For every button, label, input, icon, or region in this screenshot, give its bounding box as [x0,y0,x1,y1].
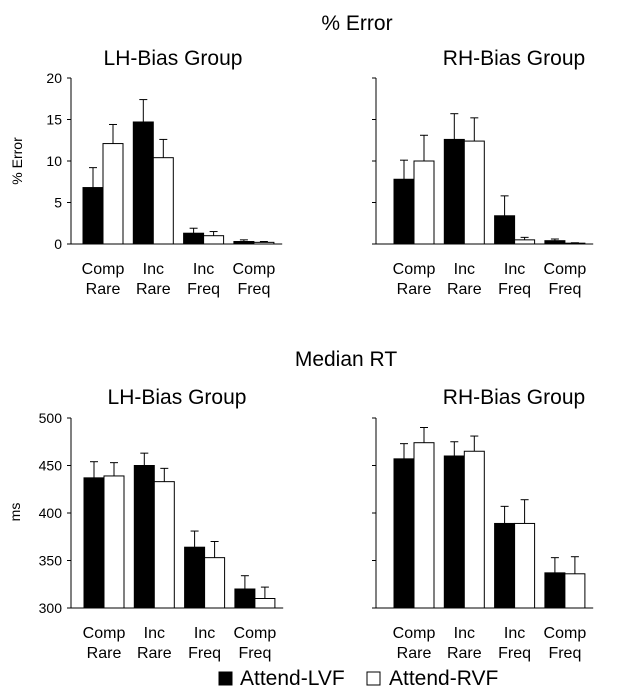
panel-title: RH-Bias Group [443,386,585,409]
y-tick-label: 15 [46,112,62,128]
bar-attend-lvf [133,465,155,609]
panel-1: RH-Bias Group Comp Rare Inc Rare Inc Freq Comp F… [372,47,594,298]
panel-title: LH-Bias Group [104,47,243,70]
legend-label-attend-lvf: Attend-LVF [240,667,345,690]
bar-attend-lvf [82,187,104,245]
bar-attend-lvf [183,232,205,245]
category-label: Inc [504,261,525,278]
bar-attend-lvf [132,121,154,245]
category-label: Inc [143,261,164,278]
category-label: Rare [87,645,122,662]
bar-attend-rvf [463,140,485,245]
y-axis-label: % Error [9,137,25,185]
category-label: Rare [447,645,482,662]
category-label: Rare [447,281,482,298]
category-label: Freq [237,281,270,298]
bar-attend-rvf [514,239,536,245]
category-label: Rare [397,281,432,298]
y-tick-label: 400 [39,505,63,521]
category-label: Freq [188,645,221,662]
category-label: Comp [234,625,277,642]
bar-attend-lvf [393,178,415,245]
panel-title: LH-Bias Group [108,386,247,409]
panel-title: RH-Bias Group [443,47,585,70]
legend-swatch-attend-rvf [366,671,381,686]
category-label: Freq [548,281,581,298]
bar-attend-lvf [393,458,415,609]
bar-attend-rvf [254,598,276,609]
panel-2: LH-Bias Group ms 300 350 400 450 500 Comp Rare In… [7,386,284,662]
bar-attend-lvf [443,138,465,245]
bar-attend-lvf [544,572,566,609]
category-label: Comp [233,261,276,278]
y-tick-label: 500 [39,410,63,426]
category-label: Comp [82,261,125,278]
category-label: Inc [194,625,215,642]
bar-attend-rvf [253,241,275,245]
category-label: Comp [393,625,436,642]
bar-attend-lvf [184,546,206,609]
bar-attend-rvf [514,522,536,609]
bar-attend-lvf [443,455,465,609]
bar-attend-lvf [494,215,516,245]
bar-attend-rvf [413,160,435,245]
bar-attend-lvf [494,522,516,609]
category-label: Comp [83,625,126,642]
category-label: Freq [498,281,531,298]
y-axis-label: ms [7,503,23,522]
y-tick-label: 20 [46,70,62,86]
category-label: Rare [136,281,171,298]
category-label: Rare [137,645,172,662]
bar-attend-rvf [103,475,125,609]
y-tick-label: 0 [54,236,62,252]
category-label: Freq [548,645,581,662]
bar-attend-lvf [234,588,256,609]
category-label: Freq [238,645,271,662]
category-label: Rare [397,645,432,662]
legend: Attend-LVF Attend-RVF [218,667,498,690]
category-label: Comp [393,261,436,278]
bar-attend-rvf [413,442,435,609]
bar-attend-lvf [233,241,255,245]
category-label: Inc [454,261,475,278]
bar-attend-lvf [544,240,566,245]
y-tick-label: 10 [46,153,62,169]
category-label: Inc [144,625,165,642]
bar-attend-rvf [564,242,586,245]
category-label: Inc [193,261,214,278]
category-label: Comp [544,261,587,278]
y-tick-label: 450 [39,458,63,474]
y-tick-label: 300 [39,600,63,616]
bar-attend-rvf [203,235,225,245]
category-label: Inc [504,625,525,642]
bar-attend-rvf [564,573,586,609]
category-label: Freq [498,645,531,662]
bar-attend-rvf [463,450,485,609]
y-tick-label: 5 [54,195,62,211]
bar-attend-lvf [83,477,105,609]
category-label: Rare [86,281,121,298]
error-section-title: % Error [321,12,392,35]
category-label: Inc [454,625,475,642]
category-label: Comp [544,625,587,642]
legend-swatch-attend-lvf [218,671,233,686]
rt-section-title: Median RT [295,348,397,371]
legend-label-attend-rvf: Attend-RVF [389,667,498,690]
bar-attend-rvf [102,143,124,245]
y-tick-label: 350 [39,553,63,569]
panel-0: LH-Bias Group % Error 0 5 10 15 20 Comp Rare Inc R… [9,47,283,298]
category-label: Freq [187,281,220,298]
bar-attend-rvf [152,157,174,245]
panel-3: RH-Bias Group Comp Rare Inc Rare Inc Freq Comp F… [372,386,594,662]
bar-attend-rvf [153,481,175,609]
bar-attend-rvf [204,557,226,609]
